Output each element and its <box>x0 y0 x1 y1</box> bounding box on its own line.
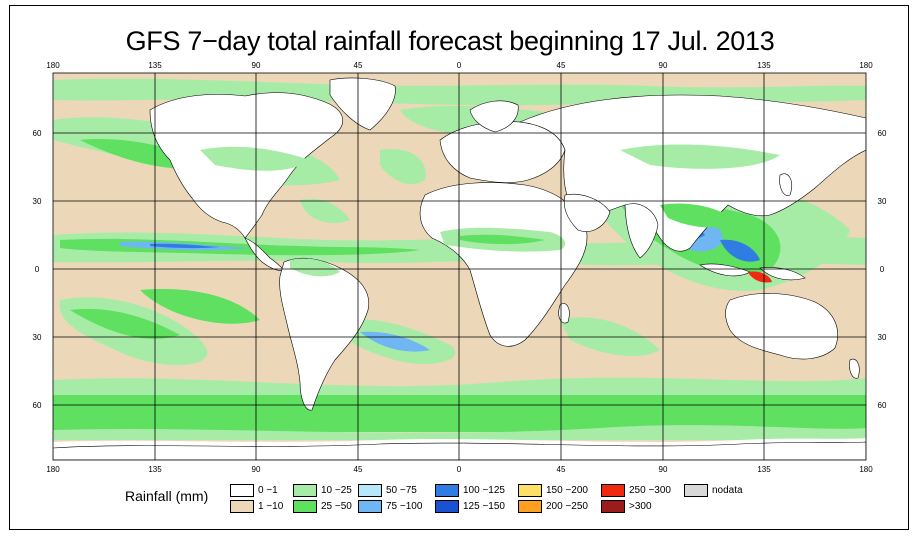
legend-label: 25 −50 <box>321 501 352 512</box>
legend-swatch-100-125 <box>435 484 459 497</box>
legend-swatch-250-300 <box>601 484 625 497</box>
lat-label: 0 <box>880 265 885 274</box>
lon-label: 180 <box>859 61 873 70</box>
lon-label: 135 <box>148 61 162 70</box>
lon-label: 90 <box>659 61 668 70</box>
legend-label: 50 −75 <box>386 485 417 496</box>
legend-label: >300 <box>629 501 652 512</box>
lat-label: 30 <box>878 197 887 206</box>
lat-label: 30 <box>33 333 42 342</box>
lon-label: 0 <box>457 465 462 474</box>
lon-label: 90 <box>659 465 668 474</box>
legend-swatch-125-150 <box>435 500 459 513</box>
lat-label: 60 <box>878 401 887 410</box>
lat-labels-right: 60 30 0 30 60 <box>878 129 887 410</box>
lat-label: 60 <box>33 401 42 410</box>
legend-swatch-nodata <box>684 484 708 497</box>
figure-frame <box>9 5 909 530</box>
legend-label: 0 −1 <box>258 485 278 496</box>
legend-swatch-75-100 <box>358 500 382 513</box>
legend-swatch-50-75 <box>358 484 382 497</box>
legend-title: Rainfall (mm) <box>125 488 209 504</box>
legend-label: 200 −250 <box>546 501 588 512</box>
lon-label: 135 <box>757 61 771 70</box>
legend-swatch-over-300 <box>601 500 625 513</box>
australia <box>725 293 838 360</box>
lat-labels-left: 60 30 0 30 60 <box>33 129 42 410</box>
legend-swatch-10-25 <box>293 484 317 497</box>
lon-label: 180 <box>859 465 873 474</box>
lon-label: 0 <box>457 61 462 70</box>
lon-label: 45 <box>354 465 363 474</box>
scandinavia <box>469 100 519 133</box>
graticule <box>52 72 867 461</box>
continents <box>53 77 866 460</box>
lat-label: 60 <box>33 129 42 138</box>
lon-label: 90 <box>252 465 261 474</box>
legend-label: nodata <box>712 485 743 496</box>
new-zealand <box>849 358 860 379</box>
legend-swatch-25-50 <box>293 500 317 513</box>
madagascar <box>558 303 570 324</box>
lon-labels-bottom: 180 135 90 45 0 45 90 135 180 <box>46 465 873 474</box>
greenland <box>329 77 396 131</box>
lon-label: 90 <box>252 61 261 70</box>
lat-label: 30 <box>33 197 42 206</box>
lon-label: 135 <box>757 465 771 474</box>
legend-swatch-1-10 <box>230 500 254 513</box>
legend-label: 75 −100 <box>386 501 423 512</box>
lon-label: 180 <box>46 61 60 70</box>
legend-label: 1 −10 <box>258 501 284 512</box>
legend-label: 10 −25 <box>321 485 352 496</box>
legend-label: 100 −125 <box>463 485 505 496</box>
legend-swatch-0-1 <box>230 484 254 497</box>
arabia <box>563 193 611 232</box>
india <box>624 203 659 259</box>
lat-label: 30 <box>878 333 887 342</box>
lat-label: 60 <box>878 129 887 138</box>
land-rain <box>200 144 780 283</box>
legend-label: 250 −300 <box>629 485 671 496</box>
legend-label: 150 −200 <box>546 485 588 496</box>
lat-label: 0 <box>35 265 40 274</box>
legend-label: 125 −150 <box>463 501 505 512</box>
lon-labels-top: 180 135 90 45 0 45 90 135 180 <box>46 61 873 70</box>
lon-label: 135 <box>148 465 162 474</box>
legend-swatch-150-200 <box>518 484 542 497</box>
south-america <box>279 257 370 411</box>
lon-label: 180 <box>46 465 60 474</box>
lon-label: 45 <box>557 465 566 474</box>
japan <box>779 173 792 196</box>
legend-swatch-200-250 <box>518 500 542 513</box>
map-title: GFS 7−day total rainfall forecast beginn… <box>125 26 775 56</box>
lon-label: 45 <box>354 61 363 70</box>
africa <box>419 182 588 347</box>
lon-label: 45 <box>557 61 566 70</box>
